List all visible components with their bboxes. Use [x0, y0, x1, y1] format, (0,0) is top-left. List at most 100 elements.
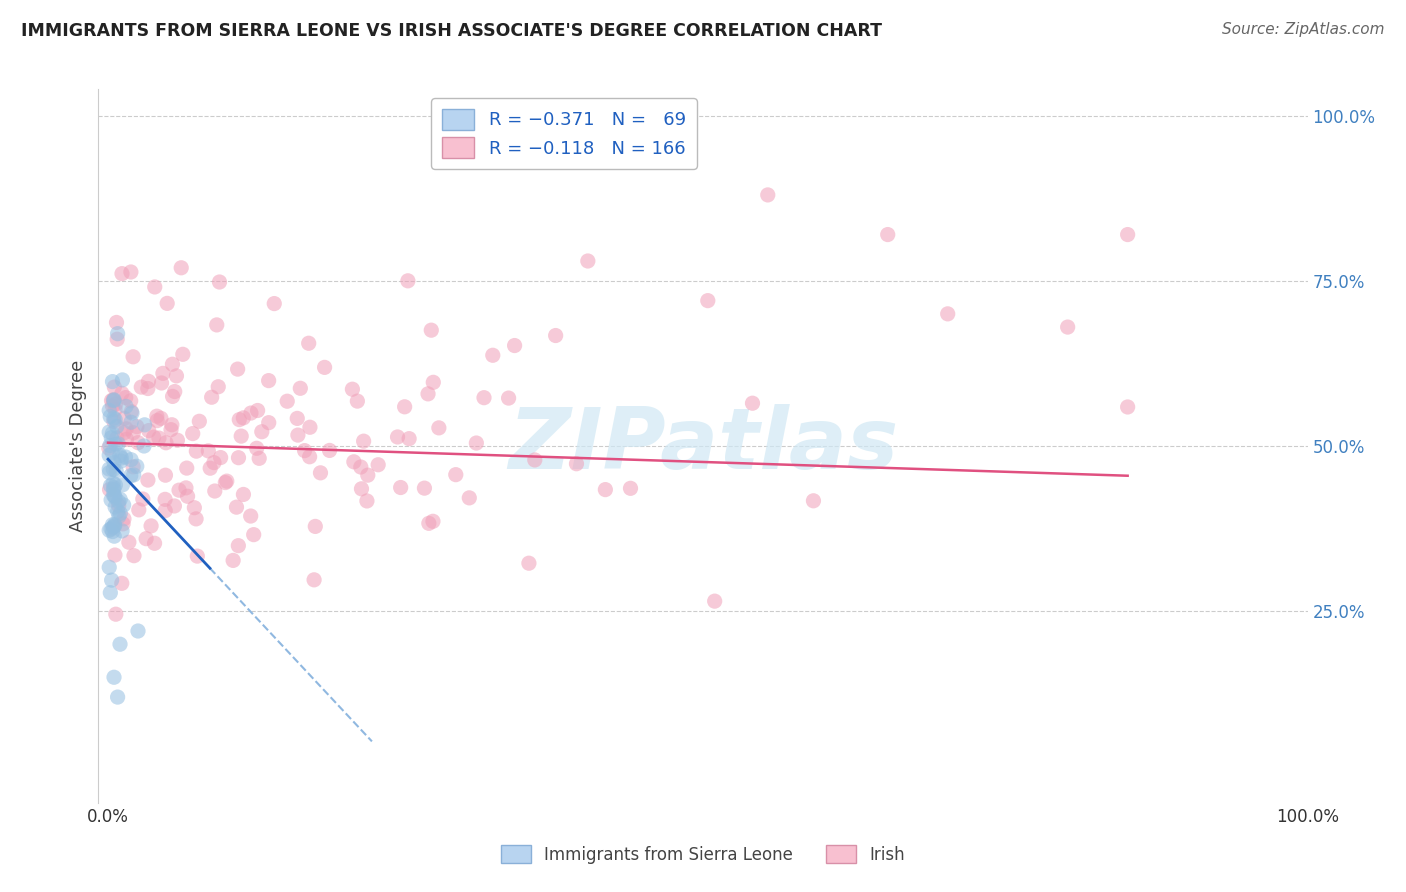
Point — [155, 468, 177, 483]
Point — [101, 524, 124, 539]
Point — [104, 397, 127, 411]
Point — [418, 516, 440, 531]
Point — [396, 274, 419, 288]
Point — [298, 336, 321, 351]
Y-axis label: Associate's Degree: Associate's Degree — [69, 359, 87, 533]
Point — [387, 430, 409, 444]
Point — [101, 445, 124, 459]
Point — [703, 594, 725, 608]
Point — [103, 392, 125, 407]
Point — [287, 428, 309, 442]
Point — [170, 260, 193, 275]
Point — [208, 275, 231, 289]
Point — [143, 536, 166, 550]
Text: IMMIGRANTS FROM SIERRA LEONE VS IRISH ASSOCIATE'S DEGREE CORRELATION CHART: IMMIGRANTS FROM SIERRA LEONE VS IRISH AS… — [21, 22, 882, 40]
Point — [105, 332, 128, 346]
Point — [225, 500, 247, 515]
Text: ZIPatlas: ZIPatlas — [508, 404, 898, 488]
Point — [111, 267, 134, 281]
Point — [142, 430, 165, 444]
Point — [108, 637, 131, 651]
Point — [197, 443, 219, 458]
Point — [246, 442, 269, 456]
Point — [367, 458, 389, 472]
Point — [127, 435, 149, 450]
Point — [215, 474, 238, 488]
Point — [104, 478, 127, 492]
Point — [346, 394, 368, 409]
Point — [122, 467, 145, 482]
Point — [101, 517, 124, 532]
Point — [181, 426, 204, 441]
Point — [98, 448, 121, 462]
Point — [128, 503, 150, 517]
Point — [98, 466, 121, 480]
Point — [104, 519, 127, 533]
Point — [155, 503, 177, 517]
Point — [176, 489, 198, 503]
Point — [120, 415, 142, 429]
Point — [107, 504, 129, 518]
Point — [132, 439, 155, 453]
Point — [413, 481, 436, 495]
Point — [222, 553, 245, 567]
Point — [204, 483, 226, 498]
Point — [114, 450, 136, 464]
Point — [207, 380, 229, 394]
Point — [138, 424, 160, 438]
Point — [115, 400, 138, 414]
Point — [1116, 227, 1139, 242]
Point — [285, 411, 308, 425]
Point — [214, 475, 236, 490]
Point — [228, 539, 250, 553]
Point — [107, 326, 129, 341]
Point — [104, 548, 127, 562]
Point — [803, 493, 825, 508]
Point — [136, 473, 159, 487]
Point — [458, 491, 481, 505]
Point — [160, 417, 183, 432]
Point — [202, 456, 225, 470]
Point — [350, 460, 373, 475]
Point — [100, 393, 122, 408]
Point — [250, 425, 273, 439]
Point — [103, 462, 125, 476]
Point — [343, 455, 366, 469]
Point — [103, 483, 125, 497]
Point — [228, 450, 250, 465]
Point — [129, 380, 152, 394]
Point — [105, 316, 128, 330]
Point — [101, 399, 124, 413]
Point — [174, 481, 197, 495]
Point — [353, 434, 375, 449]
Point — [422, 514, 444, 528]
Point — [427, 421, 450, 435]
Point — [120, 452, 142, 467]
Point — [115, 422, 138, 436]
Point — [163, 499, 186, 513]
Point — [104, 517, 127, 532]
Point — [122, 459, 145, 474]
Point — [136, 382, 159, 396]
Point — [156, 296, 179, 310]
Point — [98, 585, 121, 599]
Point — [309, 466, 332, 480]
Point — [188, 414, 211, 428]
Point — [356, 494, 378, 508]
Point — [103, 670, 125, 684]
Point — [127, 624, 149, 638]
Point — [98, 483, 121, 497]
Point — [398, 432, 420, 446]
Point — [876, 227, 898, 242]
Point — [112, 512, 135, 526]
Point — [302, 573, 325, 587]
Point — [104, 500, 127, 514]
Point — [422, 376, 444, 390]
Point — [162, 389, 184, 403]
Point — [290, 381, 312, 395]
Point — [595, 483, 617, 497]
Point — [111, 386, 134, 401]
Legend: Immigrants from Sierra Leone, Irish: Immigrants from Sierra Leone, Irish — [494, 838, 912, 871]
Point — [416, 387, 439, 401]
Point — [103, 393, 125, 408]
